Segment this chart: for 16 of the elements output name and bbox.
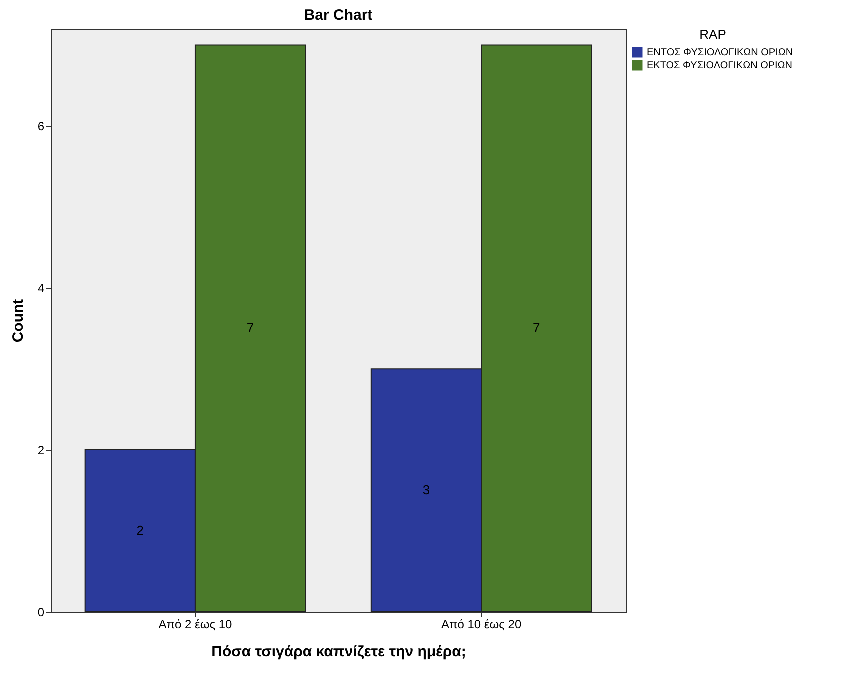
legend-title: RAP <box>700 27 726 42</box>
legend-label: ΕΚΤΟΣ ΦΥΣΙΟΛΟΓΙΚΩΝ ΟΡΙΩΝ <box>647 60 792 72</box>
y-axis-title: Count <box>10 299 27 343</box>
y-tick-label: 6 <box>38 120 45 134</box>
data-label: 7 <box>246 320 254 336</box>
y-tick-label: 4 <box>38 282 45 296</box>
x-tick-label: Από 2 έως 10 <box>158 618 233 632</box>
data-label: 3 <box>422 482 430 498</box>
data-label: 7 <box>532 320 540 336</box>
x-tick-label: Από 10 έως 20 <box>441 618 522 632</box>
x-axis-title: Πόσα τσιγάρα καπνίζετε την ημέρα; <box>212 644 466 660</box>
y-tick-label: 2 <box>38 444 45 458</box>
chart-title: Bar Chart <box>304 7 373 24</box>
legend-label: ΕΝΤΟΣ ΦΥΣΙΟΛΟΓΙΚΩΝ ΟΡΙΩΝ <box>647 48 794 58</box>
data-label: 2 <box>136 523 144 538</box>
y-tick-label: 0 <box>38 606 45 620</box>
